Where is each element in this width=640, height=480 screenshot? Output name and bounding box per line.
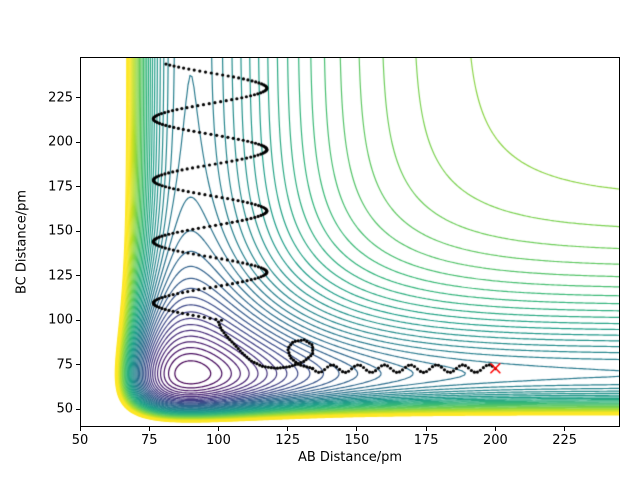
- x-tick-label: 150: [344, 433, 370, 448]
- x-tick-mark: [494, 427, 496, 431]
- y-tick-mark: [76, 319, 80, 321]
- x-tick-label: 50: [71, 433, 89, 448]
- x-tick-mark: [217, 427, 219, 431]
- x-tick-mark: [564, 427, 566, 431]
- y-tick-label: 225: [48, 90, 73, 106]
- x-tick-label: 75: [140, 433, 158, 448]
- y-tick-label: 50: [56, 401, 73, 417]
- y-tick-label: 150: [48, 223, 73, 239]
- x-tick-label: 100: [206, 433, 231, 448]
- y-tick-mark: [76, 186, 80, 188]
- x-tick-label: 200: [482, 433, 508, 448]
- y-tick-mark: [76, 364, 80, 366]
- y-tick-label: 125: [48, 268, 73, 284]
- contour-plot-canvas: [80, 57, 620, 427]
- y-tick-mark: [76, 141, 80, 143]
- y-axis-label: BC Distance/pm: [14, 189, 30, 295]
- x-tick-mark: [79, 427, 81, 431]
- y-tick-label: 200: [48, 134, 73, 150]
- y-tick-mark: [76, 230, 80, 232]
- x-tick-mark: [425, 427, 427, 431]
- y-tick-mark: [76, 97, 80, 99]
- x-tick-label: 125: [275, 433, 301, 448]
- y-tick-label: 175: [48, 179, 73, 195]
- x-tick-mark: [148, 427, 150, 431]
- y-tick-mark: [76, 275, 80, 277]
- x-tick-mark: [287, 427, 289, 431]
- x-axis-label: AB Distance/pm: [297, 450, 403, 465]
- x-tick-label: 175: [413, 433, 439, 448]
- y-tick-mark: [76, 408, 80, 410]
- y-tick-label: 75: [56, 357, 73, 373]
- x-tick-mark: [356, 427, 358, 431]
- y-tick-label: 100: [48, 312, 73, 328]
- x-tick-label: 225: [552, 433, 578, 448]
